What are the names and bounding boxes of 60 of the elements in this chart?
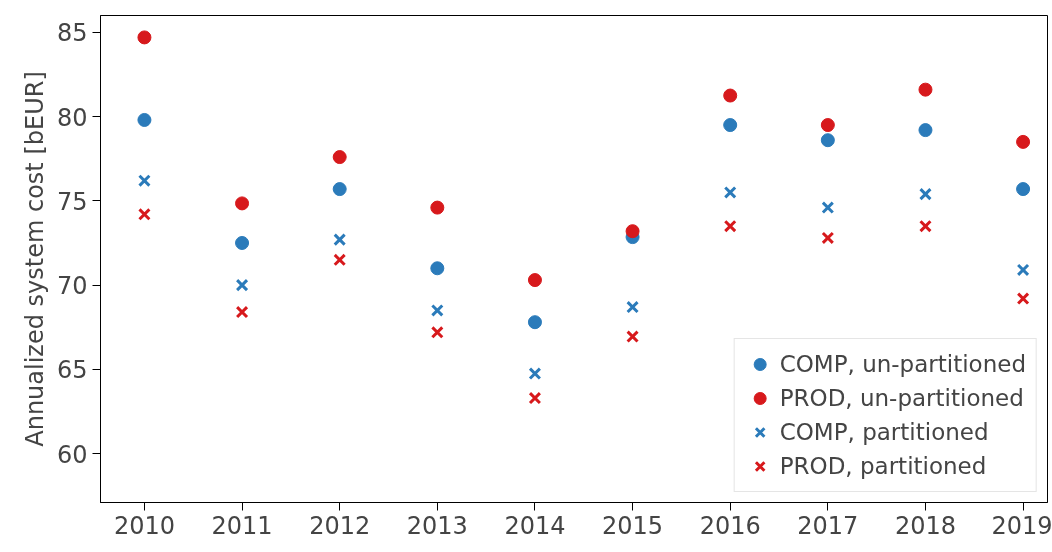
point	[1016, 292, 1030, 306]
legend-label: PROD, un-partitioned	[779, 385, 1024, 411]
point	[137, 207, 151, 221]
point	[333, 253, 347, 267]
point	[333, 233, 347, 247]
point	[821, 201, 835, 215]
y-tick-label: 75	[56, 187, 88, 216]
point	[1016, 134, 1031, 149]
point	[528, 367, 542, 381]
x-tick-label: 2010	[113, 511, 175, 540]
point	[723, 185, 737, 199]
point	[235, 278, 249, 292]
point	[919, 219, 932, 233]
point	[430, 325, 444, 339]
y-tick-label: 60	[56, 440, 88, 469]
x-tick-label: 2013	[406, 511, 468, 540]
y-tick-label: 70	[56, 272, 88, 301]
point	[821, 231, 835, 245]
point	[723, 219, 737, 233]
x-tick-label: 2018	[894, 511, 956, 540]
y-tick-label: 65	[56, 356, 88, 385]
x-tick-label: 2019	[991, 511, 1052, 540]
point	[820, 118, 835, 133]
point	[235, 196, 250, 211]
point	[527, 315, 542, 330]
point	[626, 330, 640, 343]
x-tick-label: 2012	[309, 511, 371, 540]
point	[430, 200, 445, 215]
point	[430, 303, 444, 317]
x-tick-label: 2011	[211, 511, 273, 540]
x-tick-label: 2017	[797, 511, 859, 540]
point	[820, 133, 835, 148]
point	[723, 88, 738, 103]
x-tick-label: 2015	[602, 511, 664, 540]
x-tick-label: 2016	[699, 511, 761, 540]
point	[626, 300, 640, 314]
point	[332, 182, 347, 197]
point	[137, 112, 152, 127]
y-axis-title: Annualized system cost [bEUR]	[20, 71, 49, 447]
point	[527, 273, 542, 288]
point	[332, 150, 347, 165]
point	[137, 30, 152, 45]
point	[625, 224, 640, 239]
legend-label: COMP, partitioned	[779, 419, 989, 445]
x-tick-label: 2014	[504, 511, 566, 540]
y-tick-label: 85	[56, 19, 88, 48]
point	[137, 174, 151, 188]
legend-label: PROD, partitioned	[779, 453, 987, 479]
point	[528, 391, 542, 405]
point	[235, 305, 249, 319]
point	[430, 261, 445, 276]
point	[918, 123, 933, 138]
point	[1016, 263, 1030, 277]
legend-label: COMP, un-partitioned	[779, 351, 1026, 377]
point	[918, 82, 933, 97]
point	[919, 187, 932, 201]
point	[723, 118, 738, 133]
point	[1016, 182, 1031, 197]
y-tick-label: 80	[56, 103, 88, 132]
point	[235, 236, 250, 250]
